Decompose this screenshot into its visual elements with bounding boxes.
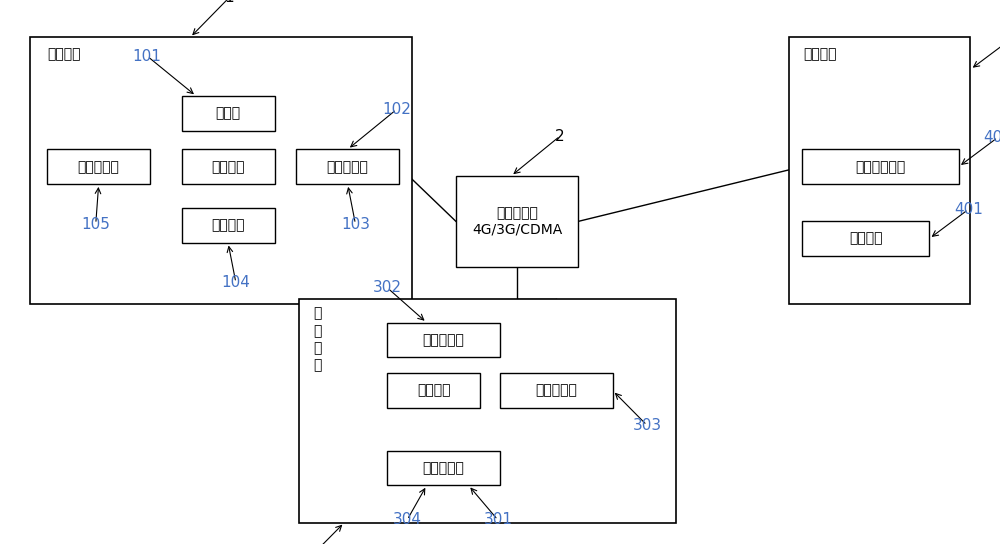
- FancyBboxPatch shape: [30, 38, 412, 304]
- FancyBboxPatch shape: [182, 96, 275, 131]
- FancyBboxPatch shape: [387, 450, 500, 485]
- Text: 查询模块一: 查询模块一: [78, 160, 120, 174]
- FancyBboxPatch shape: [500, 373, 613, 408]
- Text: 101: 101: [133, 48, 162, 64]
- Text: 处理器二: 处理器二: [417, 384, 451, 398]
- Text: 103: 103: [341, 217, 370, 232]
- Text: 102: 102: [382, 102, 411, 117]
- FancyBboxPatch shape: [182, 150, 275, 184]
- Text: 104: 104: [221, 275, 250, 290]
- FancyBboxPatch shape: [789, 38, 970, 304]
- Text: 通讯模块二: 通讯模块二: [535, 384, 577, 398]
- Text: 402: 402: [983, 130, 1000, 145]
- Text: 互联网模块
4G/3G/CDMA: 互联网模块 4G/3G/CDMA: [472, 206, 562, 237]
- FancyBboxPatch shape: [47, 150, 150, 184]
- FancyBboxPatch shape: [182, 208, 275, 243]
- FancyBboxPatch shape: [299, 299, 676, 523]
- FancyBboxPatch shape: [456, 176, 578, 267]
- Text: 凭租装置: 凭租装置: [849, 232, 882, 246]
- FancyBboxPatch shape: [296, 150, 399, 184]
- Text: 302: 302: [373, 281, 402, 295]
- Text: 凭租管理系统: 凭租管理系统: [855, 160, 905, 174]
- Text: 移
动
终
端: 移 动 终 端: [313, 307, 321, 373]
- Text: 查询模块二: 查询模块二: [423, 461, 465, 475]
- Text: 301: 301: [483, 512, 512, 527]
- Text: 401: 401: [954, 202, 983, 217]
- FancyBboxPatch shape: [387, 373, 480, 408]
- Text: 105: 105: [81, 217, 110, 232]
- Text: 304: 304: [393, 512, 422, 527]
- Text: 显示模块一: 显示模块一: [423, 333, 465, 347]
- FancyBboxPatch shape: [387, 323, 500, 357]
- FancyBboxPatch shape: [802, 150, 959, 184]
- FancyBboxPatch shape: [802, 221, 929, 256]
- Text: 处理器一: 处理器一: [211, 160, 245, 174]
- Text: 303: 303: [632, 418, 662, 433]
- Text: 监控模块: 监控模块: [211, 218, 245, 232]
- Text: 2: 2: [555, 128, 565, 144]
- Text: 1: 1: [225, 0, 234, 5]
- Text: 凭租终端: 凭租终端: [803, 47, 836, 61]
- Text: 管理终端: 管理终端: [47, 47, 81, 61]
- Text: 通讯模块一: 通讯模块一: [327, 160, 369, 174]
- Text: 数据库: 数据库: [215, 107, 241, 120]
